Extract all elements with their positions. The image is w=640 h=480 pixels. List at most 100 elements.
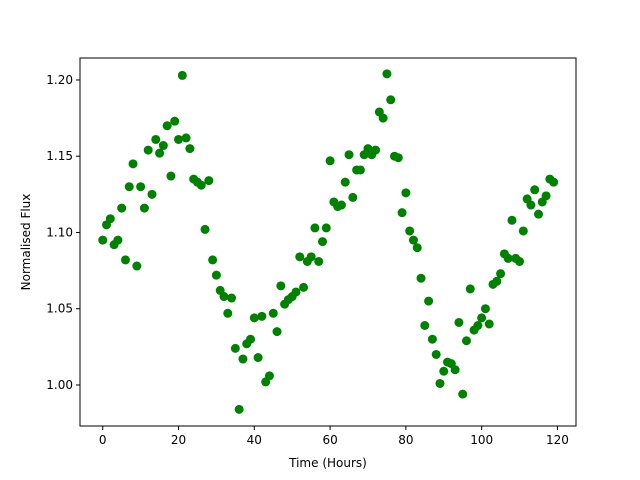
point xyxy=(480,304,490,314)
y-tick-label: 1.15 xyxy=(46,149,73,163)
point xyxy=(249,313,259,323)
point xyxy=(473,320,483,330)
point xyxy=(162,121,172,131)
point xyxy=(223,308,233,318)
point xyxy=(484,319,494,329)
point xyxy=(386,95,396,105)
point xyxy=(530,185,540,195)
point xyxy=(219,292,229,302)
point xyxy=(196,180,206,190)
point xyxy=(151,134,161,144)
point xyxy=(211,270,221,280)
point xyxy=(264,371,274,381)
point xyxy=(177,70,187,80)
point xyxy=(174,134,184,144)
point xyxy=(200,224,210,234)
y-tick-label: 1.10 xyxy=(46,225,73,239)
y-axis-label: Normalised Flux xyxy=(19,194,33,291)
point xyxy=(416,273,426,283)
point xyxy=(128,159,138,169)
point xyxy=(299,282,309,292)
point xyxy=(253,353,263,363)
point xyxy=(291,287,301,297)
y-tick-label: 1.20 xyxy=(46,73,73,87)
point xyxy=(325,156,335,166)
point xyxy=(435,378,445,388)
point xyxy=(170,116,180,126)
x-tick-label: 80 xyxy=(398,433,413,447)
x-axis-label: Time (Hours) xyxy=(288,456,367,470)
x-tick-label: 0 xyxy=(99,433,107,447)
point xyxy=(371,145,381,155)
point xyxy=(405,226,415,236)
point xyxy=(420,320,430,330)
point xyxy=(105,214,115,224)
point xyxy=(113,235,123,245)
point xyxy=(227,293,237,303)
point xyxy=(533,209,543,219)
point xyxy=(238,354,248,364)
point xyxy=(378,113,388,123)
point xyxy=(340,177,350,187)
point xyxy=(549,177,559,187)
point xyxy=(98,235,108,245)
point xyxy=(318,237,328,247)
point xyxy=(185,144,195,154)
point xyxy=(507,215,517,225)
point xyxy=(117,203,127,213)
point xyxy=(155,148,165,158)
point xyxy=(204,176,214,186)
point xyxy=(465,284,475,294)
point xyxy=(515,256,525,266)
point xyxy=(314,256,324,266)
point xyxy=(295,252,305,262)
point xyxy=(427,334,437,344)
point xyxy=(139,203,149,213)
point xyxy=(526,200,536,210)
point xyxy=(431,349,441,359)
point xyxy=(268,308,278,318)
point xyxy=(408,235,418,245)
point xyxy=(458,389,468,399)
point xyxy=(393,153,403,163)
y-tick-label: 1.00 xyxy=(46,378,73,392)
point xyxy=(348,192,358,202)
point xyxy=(412,243,422,253)
point xyxy=(344,150,354,160)
point xyxy=(276,281,286,291)
point xyxy=(477,313,487,323)
point xyxy=(424,296,434,306)
point xyxy=(136,182,146,192)
point xyxy=(257,311,267,321)
point xyxy=(166,171,176,181)
point xyxy=(450,365,460,375)
point xyxy=(234,404,244,414)
point xyxy=(272,327,282,337)
point xyxy=(454,317,464,327)
x-tick-label: 120 xyxy=(546,433,569,447)
point xyxy=(132,261,142,271)
point xyxy=(246,334,256,344)
point xyxy=(143,145,153,155)
point xyxy=(306,252,316,262)
point xyxy=(147,189,157,199)
axes-frame xyxy=(79,57,577,427)
point xyxy=(120,255,130,265)
point xyxy=(401,188,411,198)
x-tick-label: 100 xyxy=(470,433,493,447)
point xyxy=(321,223,331,233)
point xyxy=(439,366,449,376)
point xyxy=(208,255,218,265)
point xyxy=(461,336,471,346)
point xyxy=(518,226,528,236)
x-tick-label: 60 xyxy=(322,433,337,447)
point xyxy=(496,269,506,279)
point xyxy=(310,223,320,233)
point xyxy=(124,182,134,192)
point xyxy=(492,276,502,286)
x-tick-label: 40 xyxy=(247,433,262,447)
point xyxy=(158,141,168,151)
point xyxy=(230,343,240,353)
y-tick-label: 1.05 xyxy=(46,302,73,316)
